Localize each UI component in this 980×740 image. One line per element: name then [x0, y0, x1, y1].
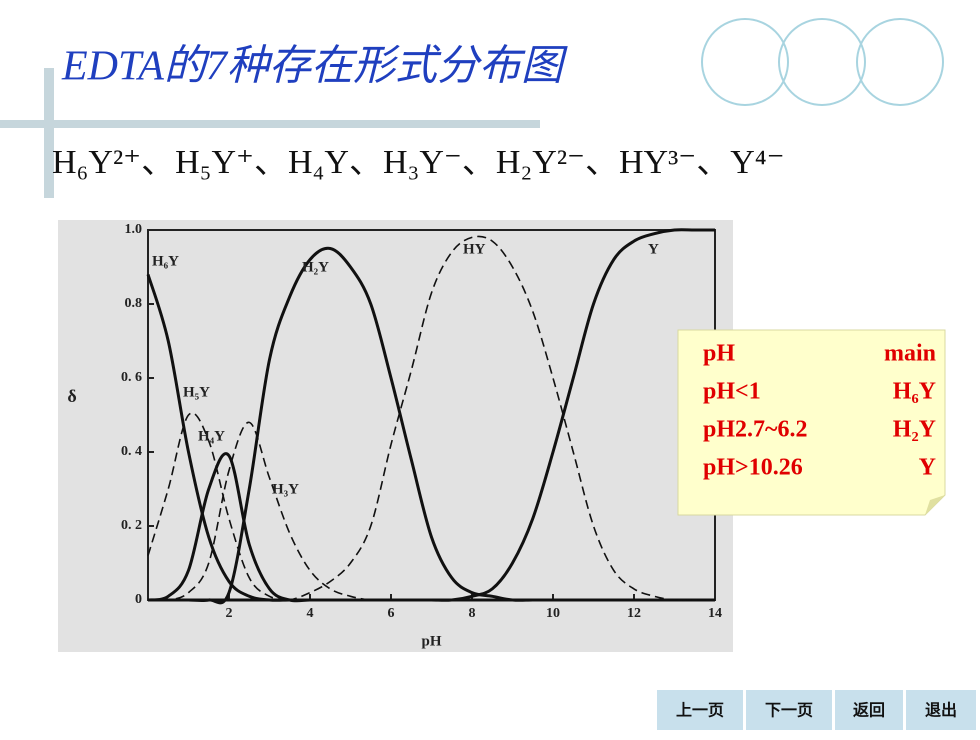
decor-bar — [44, 68, 54, 198]
x-tick-label: 10 — [546, 606, 560, 621]
nav-button-bg — [906, 690, 976, 730]
nav-button[interactable]: 返回 — [853, 701, 885, 720]
note-cell: H₂Y — [893, 417, 936, 443]
series-line — [147, 228, 715, 602]
note-cell: pH>10.26 — [703, 455, 803, 481]
curve-label: H₄Y — [198, 428, 225, 444]
note-cell: pH — [703, 341, 735, 367]
nav-button[interactable]: 退出 — [925, 701, 957, 720]
series-line — [147, 246, 715, 605]
y-tick-label: 1.0 — [125, 222, 143, 237]
curve-label: H₃Y — [272, 481, 299, 497]
curve-label: H₅Y — [183, 384, 210, 400]
y-tick-label: 0.8 — [125, 296, 143, 311]
species-list: H₆Y²⁺、H₅Y⁺、H₄Y、H₃Y⁻、H₂Y²⁻、HY³⁻、Y⁴⁻ — [52, 144, 785, 181]
nav-button[interactable]: 下一页 — [765, 701, 813, 720]
y-tick-label: 0. 4 — [121, 444, 142, 459]
note-cell: pH<1 — [703, 379, 761, 405]
x-tick-label: 14 — [708, 606, 722, 621]
note-fold — [925, 495, 945, 515]
curve-label: H₆Y — [152, 253, 179, 269]
x-tick-label: 8 — [469, 606, 476, 621]
x-tick-label: 6 — [388, 606, 395, 621]
y-tick-label: 0. 6 — [121, 370, 142, 385]
x-tick-label: 4 — [307, 606, 314, 621]
curve-label: HY — [463, 241, 486, 257]
nav-button-bg — [657, 690, 743, 730]
x-tick-label: 2 — [226, 606, 233, 621]
x-axis-label: pH — [421, 633, 441, 649]
curve-label: Y — [648, 241, 659, 257]
slide-title: EDTA的7种存在形式分布图 — [61, 44, 568, 90]
note-cell: Y — [919, 455, 936, 481]
note-cell: pH2.7~6.2 — [703, 417, 808, 443]
note-cell: main — [884, 341, 936, 367]
note-cell: H₆Y — [893, 379, 936, 405]
nav-button-bg — [835, 690, 903, 730]
x-tick-label: 12 — [627, 606, 641, 621]
decor-circles — [701, 18, 944, 106]
y-tick-label: 0 — [135, 592, 142, 607]
nav-button[interactable]: 上一页 — [676, 701, 724, 720]
y-axis-label: δ — [67, 386, 76, 406]
decor-line — [0, 120, 540, 128]
y-tick-label: 0. 2 — [121, 518, 142, 533]
nav-button-bg — [746, 690, 832, 730]
curve-label: H₂Y — [302, 259, 329, 275]
